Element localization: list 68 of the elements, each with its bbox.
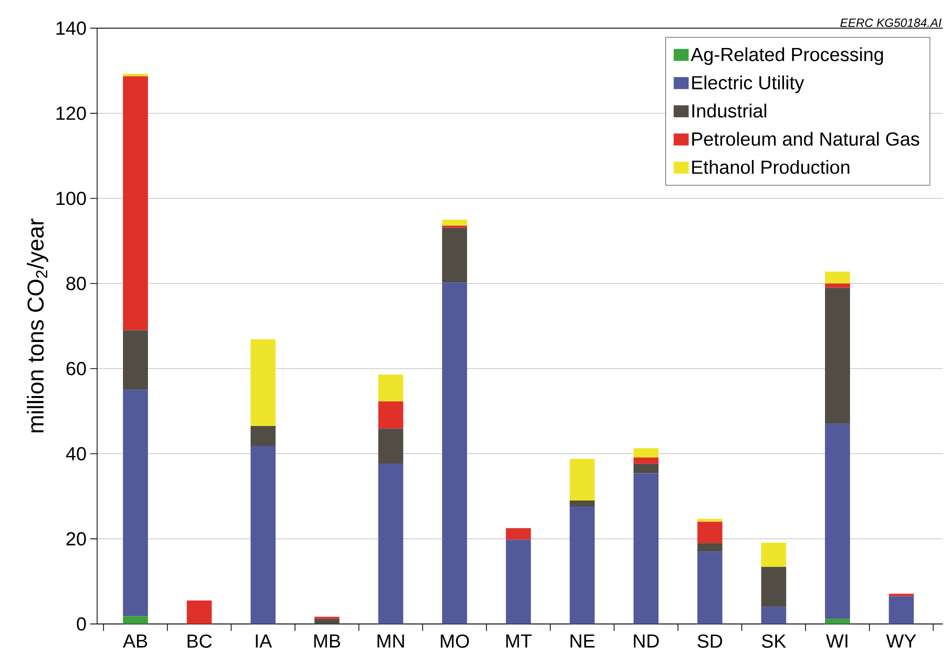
y-tick-label: 80 [66, 276, 86, 290]
bar [378, 374, 404, 402]
bar [250, 426, 276, 446]
bar [761, 542, 786, 567]
x-tick-label: SK [762, 634, 786, 648]
legend-label: Ag-Related Processing [690, 47, 883, 65]
bar [888, 594, 914, 596]
x-tick-label: MO [440, 634, 469, 648]
bar [378, 463, 404, 624]
bar [825, 424, 850, 619]
bar [570, 458, 595, 500]
bar [250, 339, 276, 426]
y-tick-label: 140 [56, 21, 86, 35]
x-tick-label: WI [826, 634, 848, 648]
bar [378, 428, 404, 464]
legend-label: Industrial [692, 104, 766, 118]
y-tick-label: 120 [56, 106, 86, 120]
bar [825, 283, 850, 288]
x-tick-label: MB [314, 634, 340, 648]
bar [442, 220, 468, 226]
y-axis-title: million tons CO$_{2}$/year [26, 218, 48, 432]
bar [122, 390, 148, 616]
bar [122, 330, 148, 390]
x-tick-label: NE [570, 634, 595, 648]
bar [634, 464, 659, 474]
bar [697, 552, 722, 624]
bar [761, 566, 786, 607]
x-tick-label: IA [256, 634, 272, 648]
y-tick-label: 60 [66, 362, 86, 376]
bar [186, 600, 212, 624]
bar [122, 74, 148, 76]
y-tick-label: 100 [56, 192, 86, 206]
bar [825, 272, 850, 284]
x-tick-label: SD [698, 634, 722, 648]
bar [506, 540, 531, 624]
bar [442, 228, 468, 283]
legend-label: Ethanol Production [692, 160, 850, 174]
bar [442, 282, 468, 624]
text: EERC KG50184.AI [840, 18, 942, 27]
x-tick-label: AB [122, 634, 148, 648]
legend-label: Electric Utility [692, 75, 804, 94]
bar [888, 596, 914, 624]
bar [314, 618, 340, 624]
x-tick-label: MN [378, 634, 404, 648]
x-tick-label: BC [188, 634, 212, 648]
x-tick-label: ND [634, 634, 659, 648]
bar [697, 543, 722, 552]
bar [825, 288, 850, 424]
x-tick-label: WY [886, 634, 916, 648]
bar [761, 606, 786, 624]
bar [122, 616, 148, 624]
y-tick-label: 20 [66, 532, 86, 546]
y-tick-label: 0 [76, 617, 86, 631]
y-tick-label: 40 [66, 446, 86, 460]
bar [634, 458, 659, 464]
bar [506, 528, 531, 540]
bar [378, 401, 404, 429]
bar [634, 473, 659, 624]
bar [122, 76, 148, 330]
legend-label: Petroleum and Natural Gas [692, 132, 920, 146]
bar [634, 448, 659, 458]
bar [697, 518, 722, 522]
bar [570, 500, 595, 506]
x-tick-label: MT [506, 634, 532, 648]
bar [825, 618, 850, 624]
bar [697, 522, 722, 544]
bar [250, 446, 276, 624]
bar [570, 506, 595, 624]
